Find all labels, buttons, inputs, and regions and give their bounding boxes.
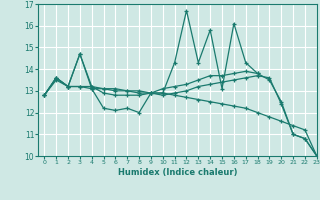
X-axis label: Humidex (Indice chaleur): Humidex (Indice chaleur) <box>118 168 237 177</box>
